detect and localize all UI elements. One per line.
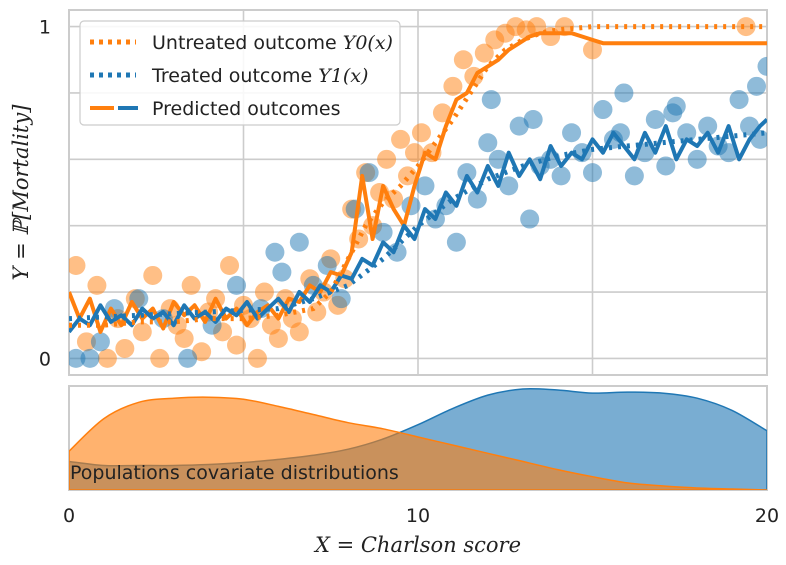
untreated-point: [443, 77, 462, 96]
legend-label-math: Y0(x): [343, 32, 393, 54]
legend-label: Predicted outcomes: [152, 98, 341, 120]
treated-point: [614, 83, 633, 102]
treated-point: [227, 276, 246, 295]
untreated-point: [391, 130, 410, 149]
treated-point: [758, 57, 777, 76]
treated-point: [524, 110, 543, 129]
untreated-point: [377, 150, 396, 169]
untreated-point: [133, 322, 152, 341]
untreated-point: [98, 349, 117, 368]
x-tick-labels: 0 10 20: [63, 505, 779, 527]
legend-label-math: Y1(x): [318, 65, 368, 87]
treated-point: [730, 90, 749, 109]
untreated-point: [255, 283, 274, 302]
legend: Untreated outcome Y0(x) Treated outcome Y…: [80, 21, 400, 125]
treated-point: [520, 210, 539, 229]
treated-point: [332, 289, 351, 308]
treated-point: [265, 243, 284, 262]
y-axis-label: Y = ℙ[Mortality]: [9, 104, 33, 281]
untreated-point: [150, 349, 169, 368]
treated-point: [625, 166, 644, 185]
treated-point: [688, 150, 707, 169]
x-axis-label: X = Charlson score: [313, 533, 521, 557]
untreated-point: [269, 329, 288, 348]
treated-point: [91, 332, 110, 351]
legend-label: Untreated outcome Y0(x): [152, 32, 393, 54]
y-tick-labels: 01: [39, 17, 51, 371]
untreated-point: [175, 329, 194, 348]
untreated-point: [115, 339, 134, 358]
untreated-point: [248, 349, 267, 368]
treated-point: [646, 110, 665, 129]
y-tick-label: 0: [39, 348, 51, 370]
untreated-point: [220, 256, 239, 275]
treated-point: [593, 100, 612, 119]
treated-point: [562, 123, 581, 142]
treated-point: [272, 263, 291, 282]
untreated-point: [307, 302, 326, 321]
treated-point: [80, 349, 99, 368]
treated-point: [663, 103, 682, 122]
treated-point: [178, 349, 197, 368]
treated-point: [552, 166, 571, 185]
treated-point: [656, 156, 675, 175]
treated-point: [290, 233, 309, 252]
bottom-panel: Populations covariate distributions 0 10 2…: [63, 386, 779, 557]
untreated-point: [227, 336, 246, 355]
x-tick-label: 20: [755, 505, 779, 527]
y-tick-label: 1: [39, 17, 51, 39]
treated-point: [478, 133, 497, 152]
treated-point: [447, 233, 466, 252]
treated-point: [482, 90, 501, 109]
x-tick-label: 0: [63, 505, 75, 527]
untreated-point: [454, 50, 473, 69]
top-panel: 01 Y = ℙ[Mortality] Untreated outcome Y0…: [9, 10, 777, 375]
untreated-point: [87, 276, 106, 295]
untreated-point: [143, 266, 162, 285]
treated-point: [583, 163, 602, 182]
treated-point: [747, 77, 766, 96]
untreated-point: [290, 322, 309, 341]
x-tick-label: 10: [406, 505, 430, 527]
distribution-annotation: Populations covariate distributions: [70, 462, 399, 484]
untreated-point: [66, 256, 85, 275]
untreated-point: [412, 123, 431, 142]
legend-label: Treated outcome Y1(x): [151, 65, 368, 87]
untreated-point: [182, 276, 201, 295]
